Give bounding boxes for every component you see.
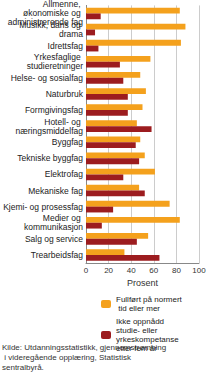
svg-text:Fullført på normert: Fullført på normert: [116, 295, 183, 304]
svg-text:20: 20: [104, 266, 113, 275]
svg-text:100: 100: [192, 266, 206, 275]
svg-text:Helse- og sosialfag: Helse- og sosialfag: [11, 73, 84, 83]
svg-text:kommunikasjon: kommunikasjon: [24, 222, 83, 232]
svg-text:Kjemi- og prosessfag: Kjemi- og prosessfag: [3, 202, 83, 212]
svg-text:etter fem år: etter fem år: [116, 344, 157, 353]
svg-text:Byggfag: Byggfag: [52, 137, 83, 147]
svg-text:drama: drama: [59, 29, 83, 39]
svg-text:80: 80: [172, 266, 181, 275]
svg-text:i videregående opplæring, Stat: i videregående opplæring, Statistisk: [2, 353, 133, 362]
svg-text:Prosent: Prosent: [127, 278, 159, 288]
svg-text:Mekaniske fag: Mekaniske fag: [28, 186, 83, 196]
svg-text:Salg og service: Salg og service: [25, 234, 83, 244]
svg-text:næringsmiddelfag: næringsmiddelfag: [15, 126, 83, 136]
svg-text:studie- eller: studie- eller: [116, 326, 160, 335]
svg-text:Naturbruk: Naturbruk: [46, 89, 84, 99]
svg-text:Ikke oppnådd: Ikke oppnådd: [116, 317, 166, 326]
svg-text:Elektrofag: Elektrofag: [45, 169, 84, 179]
svg-text:Kilde: Utdanningsstatistikk, g: Kilde: Utdanningsstatistikk, gjennomstrø…: [2, 342, 167, 352]
svg-text:Formgivingsfag: Formgivingsfag: [25, 105, 83, 115]
svg-text:tid eller mer: tid eller mer: [116, 304, 160, 313]
svg-text:Musikk, dans og: Musikk, dans og: [19, 20, 83, 31]
svg-text:økonomiske og: økonomiske og: [23, 8, 83, 19]
svg-text:Yrkesfaglige: Yrkesfaglige: [33, 52, 83, 63]
svg-text:0: 0: [84, 266, 89, 275]
svg-text:sentralbyrå.: sentralbyrå.: [2, 363, 44, 372]
svg-text:Trearbeidsfag: Trearbeidsfag: [31, 250, 83, 260]
svg-text:Tekniske byggfag: Tekniske byggfag: [17, 153, 83, 163]
svg-text:Medier og: Medier og: [42, 213, 83, 224]
svg-text:Hotell- og: Hotell- og: [44, 116, 83, 127]
svg-text:yrkeskompetanse: yrkeskompetanse: [116, 335, 181, 344]
svg-text:60: 60: [149, 266, 158, 275]
svg-text:Idrettsfag: Idrettsfag: [48, 41, 84, 51]
svg-text:40: 40: [127, 266, 136, 275]
svg-text:studieretninger: studieretninger: [27, 61, 83, 71]
